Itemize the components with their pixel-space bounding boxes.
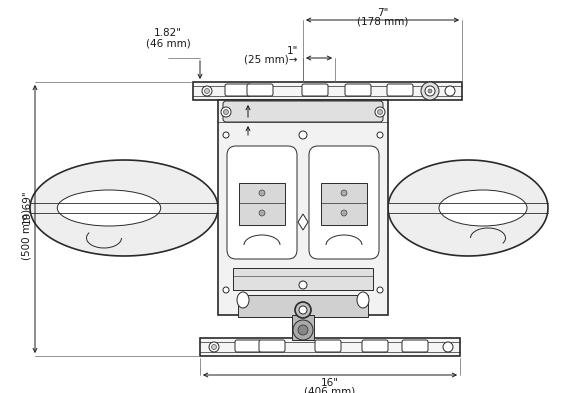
Circle shape — [205, 88, 209, 94]
Bar — [238, 295, 368, 317]
Text: 1.82": 1.82" — [154, 28, 182, 38]
Text: (406 mm): (406 mm) — [304, 387, 356, 393]
FancyBboxPatch shape — [315, 340, 341, 352]
Circle shape — [299, 131, 307, 139]
Text: (178 mm): (178 mm) — [357, 17, 408, 27]
Circle shape — [209, 342, 219, 352]
Circle shape — [445, 86, 455, 96]
Bar — [193, 82, 462, 100]
Ellipse shape — [439, 190, 527, 226]
FancyBboxPatch shape — [223, 101, 383, 122]
Circle shape — [341, 190, 347, 196]
Text: (46 mm): (46 mm) — [146, 38, 190, 48]
Polygon shape — [298, 214, 308, 230]
Circle shape — [221, 107, 231, 117]
Circle shape — [378, 110, 382, 114]
FancyBboxPatch shape — [259, 340, 285, 352]
Ellipse shape — [237, 292, 249, 308]
Circle shape — [202, 86, 212, 96]
FancyBboxPatch shape — [247, 84, 273, 96]
Ellipse shape — [57, 190, 161, 226]
Circle shape — [425, 86, 435, 96]
Circle shape — [443, 342, 453, 352]
FancyBboxPatch shape — [402, 340, 428, 352]
Circle shape — [212, 345, 216, 349]
Polygon shape — [30, 160, 218, 256]
Circle shape — [259, 210, 265, 216]
Circle shape — [377, 132, 383, 138]
FancyBboxPatch shape — [309, 146, 379, 259]
FancyBboxPatch shape — [227, 146, 297, 259]
FancyBboxPatch shape — [345, 84, 371, 96]
Circle shape — [298, 325, 308, 335]
Text: 1": 1" — [287, 46, 298, 56]
Circle shape — [428, 89, 432, 93]
Circle shape — [375, 107, 385, 117]
FancyBboxPatch shape — [235, 340, 261, 352]
Circle shape — [421, 82, 439, 100]
Circle shape — [341, 210, 347, 216]
Circle shape — [299, 306, 307, 314]
Circle shape — [295, 302, 311, 318]
Text: 19.69": 19.69" — [22, 190, 32, 224]
Circle shape — [293, 320, 313, 340]
Circle shape — [259, 190, 265, 196]
FancyBboxPatch shape — [362, 340, 388, 352]
Circle shape — [223, 132, 229, 138]
Bar — [239, 183, 285, 225]
Bar — [321, 183, 367, 225]
Circle shape — [377, 287, 383, 293]
FancyBboxPatch shape — [225, 84, 251, 96]
Bar — [218, 100, 388, 315]
Circle shape — [223, 110, 229, 114]
Bar — [292, 315, 314, 340]
Text: 16": 16" — [321, 378, 339, 388]
Text: (25 mm)→: (25 mm)→ — [245, 55, 298, 65]
Bar — [233, 268, 373, 290]
Circle shape — [223, 287, 229, 293]
Circle shape — [299, 281, 307, 289]
Polygon shape — [388, 160, 548, 256]
Bar — [200, 338, 460, 356]
Text: 7": 7" — [377, 8, 388, 18]
Text: (500 mm): (500 mm) — [22, 208, 32, 259]
FancyBboxPatch shape — [302, 84, 328, 96]
FancyBboxPatch shape — [387, 84, 413, 96]
Ellipse shape — [357, 292, 369, 308]
